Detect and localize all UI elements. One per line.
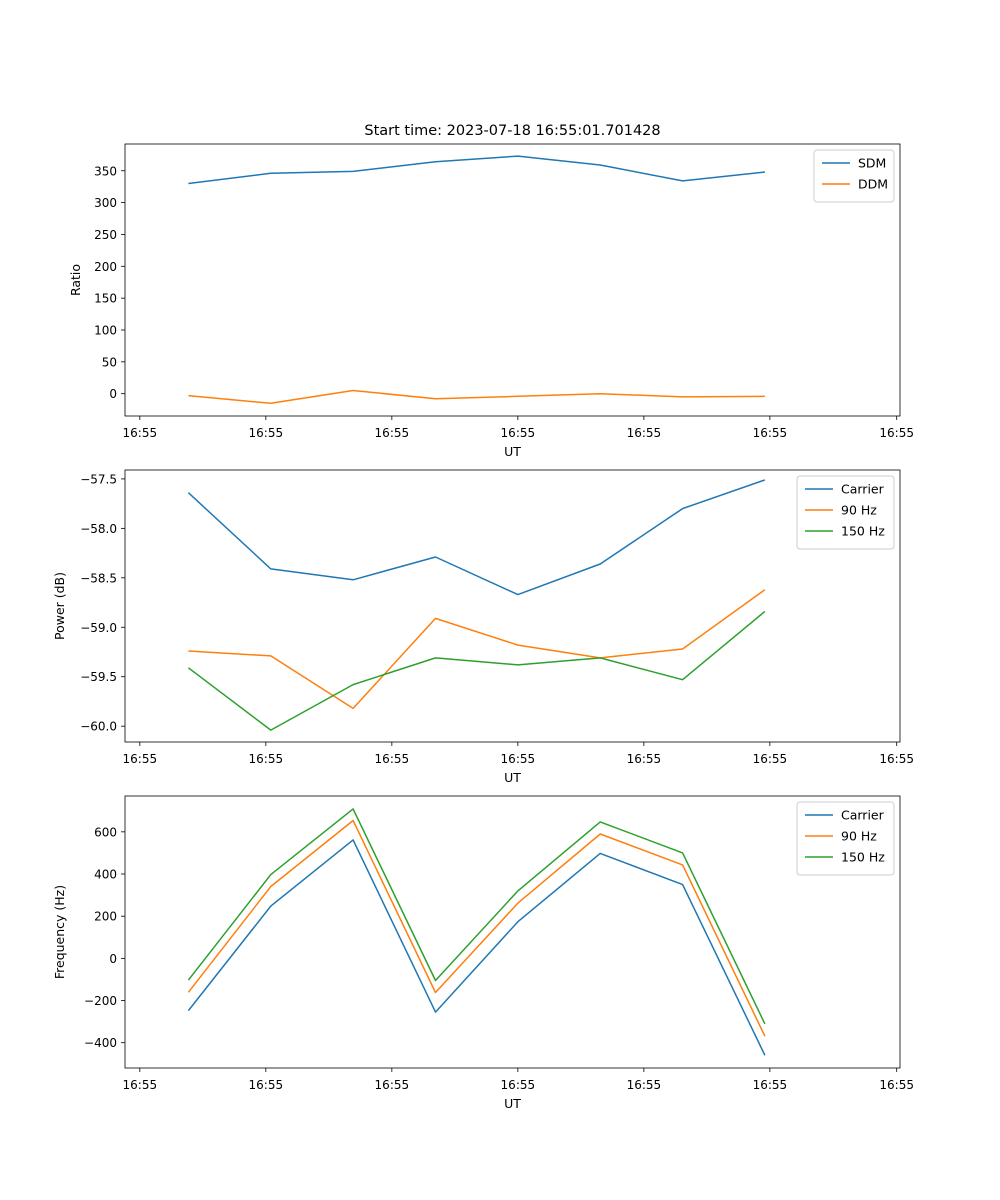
- ratio-y-tick-label: 50: [102, 355, 117, 369]
- power-y-axis-label: Power (dB): [52, 572, 67, 640]
- ratio-x-tick-label: 16:55: [879, 426, 914, 440]
- frequency-x-tick-label: 16:55: [879, 1078, 914, 1092]
- ratio-y-tick-label: 150: [94, 292, 117, 306]
- ratio-y-tick-label: 200: [94, 260, 117, 274]
- ratio-y-axis-label: Ratio: [68, 264, 83, 296]
- frequency-y-axis-label: Frequency (Hz): [52, 885, 67, 979]
- ratio-y-tick-label: 300: [94, 196, 117, 210]
- frequency-y-tick-label: −200: [84, 994, 117, 1008]
- power-x-tick-label: 16:55: [501, 752, 536, 766]
- frequency-series-90-hz-line: [187, 819, 766, 1037]
- frequency-legend-label: 150 Hz: [841, 850, 885, 865]
- ratio-x-axis-label: UT: [504, 444, 521, 459]
- frequency-y-tick-label: 400: [94, 868, 117, 882]
- power-x-tick-label: 16:55: [627, 752, 662, 766]
- frequency-legend-label: Carrier: [841, 808, 885, 823]
- power-x-tick-label: 16:55: [879, 752, 914, 766]
- frequency-x-tick-label: 16:55: [753, 1078, 788, 1092]
- frequency-y-tick-label: 200: [94, 910, 117, 924]
- ratio-x-tick-label: 16:55: [627, 426, 662, 440]
- frequency-y-tick-label: 0: [109, 952, 117, 966]
- frequency-panel: 16:55 16:55 16:55 16:55 16:55 16:55 16:55 −400 −…: [52, 795, 914, 1111]
- power-x-axis-label: UT: [504, 770, 521, 785]
- power-x-tick-label: 16:55: [375, 752, 410, 766]
- power-y-tick-label: −60.0: [80, 720, 117, 734]
- ratio-series-ddm-line: [188, 389, 765, 405]
- frequency-x-tick-label: 16:55: [375, 1078, 410, 1092]
- frequency-x-tick-label: 16:55: [249, 1078, 284, 1092]
- ratio-y-tick-label: 250: [94, 228, 117, 242]
- figure-title: Start time: 2023-07-18 16:55:01.701428: [364, 123, 660, 139]
- frequency-x-tick-label: 16:55: [501, 1078, 536, 1092]
- ratio-x-tick-label: 16:55: [501, 426, 536, 440]
- power-series-150-hz-line: [187, 610, 766, 731]
- power-y-tick-label: −57.5: [80, 472, 117, 486]
- power-y-tick-label: −59.5: [80, 670, 117, 684]
- power-x-tick-label: 16:55: [123, 752, 158, 766]
- power-x-tick-label: 16:55: [249, 752, 284, 766]
- frequency-x-tick-label: 16:55: [627, 1078, 662, 1092]
- power-legend-label: 90 Hz: [841, 503, 877, 518]
- power-x-tick-label: 16:55: [753, 752, 788, 766]
- ratio-y-tick-label: 0: [109, 387, 117, 401]
- power-legend-label: 150 Hz: [841, 524, 885, 539]
- power-axes-frame: [124, 469, 901, 743]
- frequency-x-tick-label: 16:55: [123, 1078, 158, 1092]
- power-series-90-hz-line: [188, 589, 766, 710]
- power-y-tick-label: −58.5: [80, 571, 117, 585]
- power-y-tick-label: −58.0: [80, 522, 117, 536]
- power-y-tick-label: −59.0: [80, 621, 117, 635]
- ratio-panel: 16:55 16:55 16:55 16:55 16:55 16:55 16:55 0 50 10…: [68, 143, 914, 459]
- frequency-y-tick-label: 600: [94, 825, 117, 839]
- ratio-x-tick-label: 16:55: [123, 426, 158, 440]
- frequency-series-150-hz-line: [187, 808, 766, 1025]
- frequency-y-tick-label: −400: [84, 1036, 117, 1050]
- ratio-series-sdm-line: [188, 155, 765, 185]
- ratio-x-tick-label: 16:55: [753, 426, 788, 440]
- power-legend-label: Carrier: [841, 482, 885, 497]
- ratio-y-tick-label: 100: [94, 324, 117, 338]
- ratio-legend-label: SDM: [858, 156, 886, 171]
- frequency-legend-label: 90 Hz: [841, 829, 877, 844]
- power-series-carrier-line: [187, 479, 766, 596]
- frequency-axes-frame: [124, 795, 901, 1069]
- ratio-y-tick-label: 350: [94, 164, 117, 178]
- power-panel: 16:55 16:55 16:55 16:55 16:55 16:55 16:55 −60.0…: [52, 469, 914, 785]
- frequency-series-carrier-line: [187, 839, 766, 1056]
- ratio-x-tick-label: 16:55: [375, 426, 410, 440]
- ratio-x-tick-label: 16:55: [249, 426, 284, 440]
- ratio-axes-frame: [124, 143, 901, 417]
- ratio-legend-label: DDM: [858, 177, 888, 192]
- frequency-x-axis-label: UT: [504, 1096, 521, 1111]
